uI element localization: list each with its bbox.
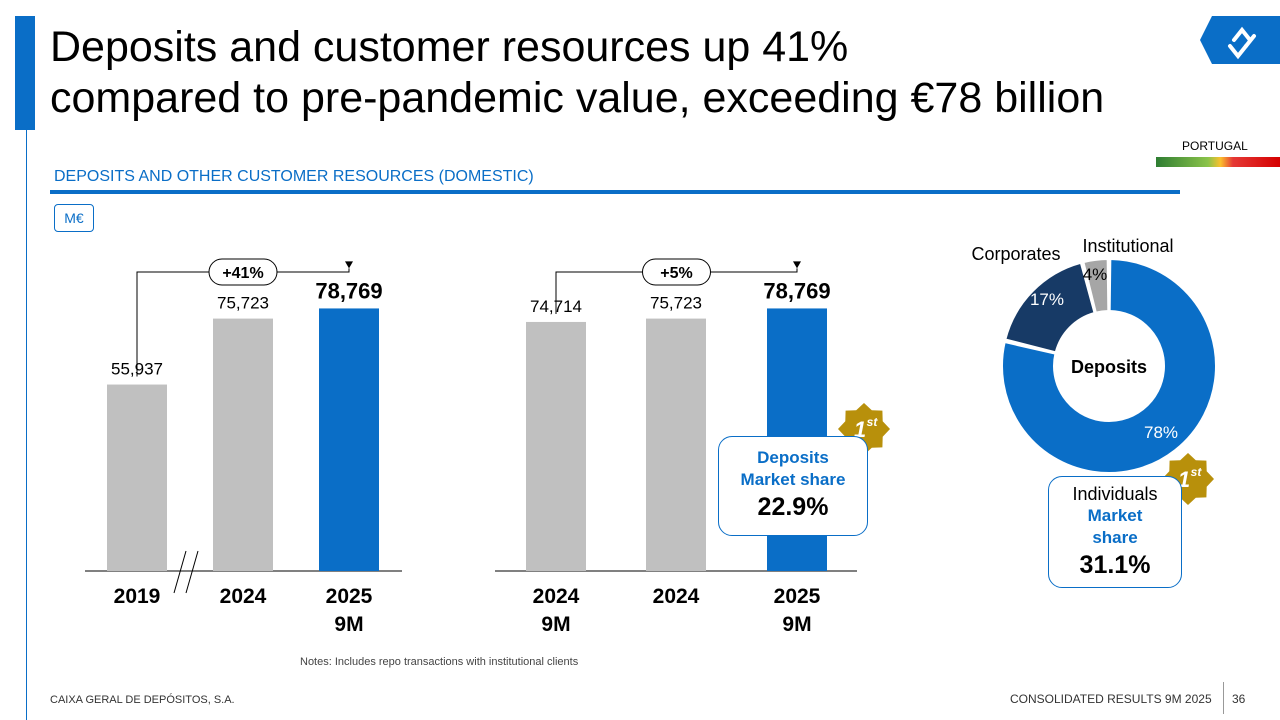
chart-notes: Notes: Includes repo transactions with i…: [300, 656, 579, 668]
chart2-bar-1: [646, 318, 706, 571]
chart2-growth-label: +5%: [660, 265, 692, 282]
donut-slice-1: [1004, 261, 1096, 354]
chart1-growth-label: +41%: [222, 265, 263, 282]
donut-value-label-2: 4%: [1083, 265, 1108, 284]
page-number: 36: [1232, 692, 1246, 706]
individuals-callout-line1: Market: [1087, 506, 1143, 525]
chart1-bar-1: [213, 318, 273, 571]
chart2-growth-arrow-icon: [793, 261, 801, 269]
footer-report-title: CONSOLIDATED RESULTS 9M 2025: [1010, 692, 1212, 706]
unit-badge: M€: [54, 204, 94, 232]
donut-slice-0: [1001, 257, 1217, 474]
chart1-growth-arrow-icon: [345, 261, 353, 269]
donut-value-label-0: 78%: [1144, 423, 1178, 442]
portugal-flag-stripe: [1156, 157, 1280, 167]
donut-center-title: Deposits: [1071, 357, 1147, 377]
chart1-category-label-2-1: 9M: [334, 613, 363, 636]
section-title: DEPOSITS AND OTHER CUSTOMER RESOURCES (D…: [54, 168, 534, 185]
chart1-value-label-1: 75,723: [217, 294, 269, 313]
title-line-2: compared to pre-pandemic value, exceedin…: [50, 74, 1105, 122]
donut-slice-2: [1082, 257, 1110, 314]
chart2-value-label-1: 75,723: [650, 294, 702, 313]
title-accent-bar: [15, 16, 35, 130]
deposits-callout-subtitle: Market share: [740, 470, 846, 489]
page-title: Deposits and customer resources up 41% c…: [50, 22, 1104, 124]
chart2-category-label-0-0: 2024: [533, 585, 580, 608]
chart2-bar-0: [526, 321, 586, 571]
donut-legend-corporates: Corporates: [971, 244, 1060, 264]
chart2-category-label-0-1: 9M: [541, 613, 570, 636]
individuals-callout-label: Individuals: [1072, 484, 1158, 504]
section-divider: [50, 190, 1180, 194]
footer-separator: [1223, 682, 1224, 714]
chart2-category-label-2-1: 9M: [782, 613, 811, 636]
chart1-axis-break-1: [173, 550, 187, 594]
individuals-badge-suffix: st: [1191, 465, 1203, 479]
deposits-badge-suffix: st: [867, 415, 879, 429]
donut-legend-institutional: Institutional: [1082, 236, 1173, 256]
chart2-value-label-2: 78,769: [763, 278, 830, 303]
chart1-bar-2: [319, 308, 379, 571]
chart1-axis-break-2: [185, 550, 199, 594]
chart2-category-label-1-0: 2024: [653, 585, 700, 608]
cgd-logo-icon: [1200, 16, 1280, 64]
country-label: PORTUGAL: [1182, 139, 1248, 153]
title-line-1: Deposits and customer resources up 41%: [50, 23, 849, 71]
individuals-callout-line2: share: [1092, 528, 1138, 547]
deposits-market-share-callout: Deposits Market share 22.9%: [718, 436, 868, 536]
chart1-category-label-1-0: 2024: [220, 585, 267, 608]
left-guide-line: [26, 130, 27, 720]
chart1-bar-0: [107, 384, 167, 571]
individuals-market-share-value: 31.1%: [1079, 551, 1151, 579]
individuals-market-share-callout: Individuals Market share 31.1%: [1048, 476, 1182, 588]
deposits-callout-title: Deposits: [757, 448, 829, 467]
chart2-category-label-2-0: 2025: [774, 585, 821, 608]
chart1-value-label-2: 78,769: [315, 278, 382, 303]
deposits-badge-rank: 1: [854, 417, 866, 442]
donut-value-label-1: 17%: [1030, 290, 1064, 309]
deposits-market-share-value: 22.9%: [757, 493, 829, 521]
chart1-category-label-2-0: 2025: [326, 585, 373, 608]
footer-company: CAIXA GERAL DE DEPÓSITOS, S.A.: [50, 694, 235, 706]
chart1-growth-pill: [208, 258, 278, 286]
chart2-growth-pill: [642, 258, 711, 286]
chart1-category-label-0-0: 2019: [114, 585, 161, 608]
